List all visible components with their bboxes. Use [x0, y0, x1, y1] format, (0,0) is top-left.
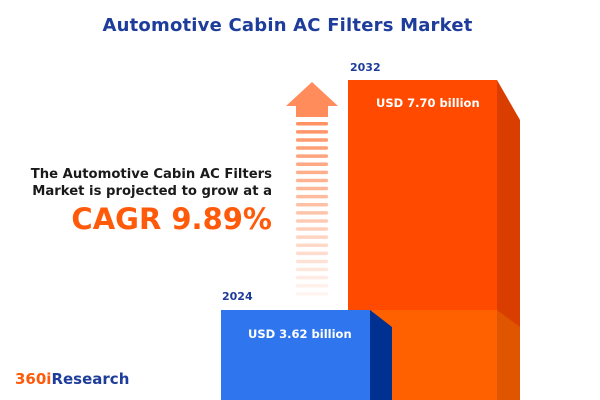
- bar-2032-lower-side: [497, 310, 520, 400]
- year-label-2024: 2024: [222, 290, 253, 303]
- arrow-stripe: [296, 203, 328, 207]
- page-title: Automotive Cabin AC Filters Market: [102, 15, 473, 36]
- arrow-stripe: [296, 194, 328, 199]
- arrow-stripe: [296, 292, 328, 296]
- cagr-value: CAGR 9.89%: [71, 202, 272, 236]
- arrow-stripe: [296, 122, 328, 126]
- description-line: Market is projected to grow at a: [32, 184, 272, 199]
- arrow-stripe: [296, 259, 328, 264]
- logo-part-2: Research: [51, 370, 130, 388]
- arrow-stripe: [296, 138, 328, 142]
- logo: 360iResearch: [15, 370, 129, 388]
- bar-2024: [221, 310, 370, 400]
- arrow-stripe: [296, 243, 328, 247]
- arrow-stripe: [296, 227, 328, 231]
- cagr-description: The Automotive Cabin AC Filters Market i…: [31, 166, 272, 200]
- arrow-stripe: [296, 162, 328, 166]
- arrow-stripe: [296, 219, 328, 223]
- arrow-stripe: [296, 178, 328, 183]
- arrow-stripe: [296, 154, 328, 158]
- arrow-stripe: [296, 146, 328, 150]
- logo-part-1: 360i: [15, 370, 52, 388]
- arrow-stripe: [296, 284, 328, 288]
- arrow-stripe: [296, 211, 328, 215]
- bar-2024-side: [370, 310, 392, 400]
- year-label-2032: 2032: [350, 61, 381, 74]
- arrow-stripe: [296, 251, 328, 256]
- up-arrow-icon: [286, 82, 338, 296]
- arrow-stripe: [296, 267, 328, 272]
- arrow-stripe: [296, 186, 328, 191]
- arrow-stripe: [296, 130, 328, 134]
- description-line: The Automotive Cabin AC Filters: [30, 167, 272, 182]
- arrow-stripe: [296, 170, 328, 175]
- arrow-stripe: [296, 275, 328, 280]
- value-label-2024: USD 3.62 billion: [248, 327, 352, 341]
- arrow-head: [286, 82, 338, 117]
- value-label-2032: USD 7.70 billion: [376, 96, 480, 110]
- arrow-stripe: [296, 235, 328, 239]
